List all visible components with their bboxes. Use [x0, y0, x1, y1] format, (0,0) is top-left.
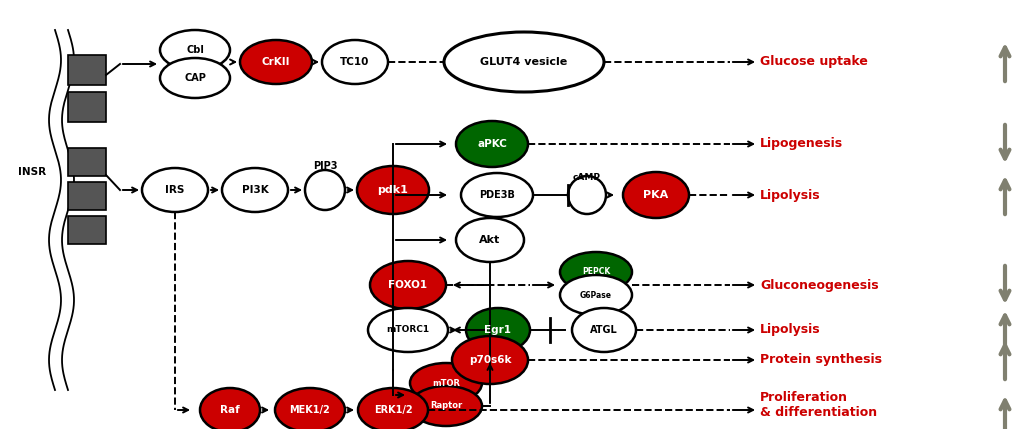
Bar [68, 55, 106, 85]
Ellipse shape [239, 40, 312, 84]
Text: Lipolysis: Lipolysis [759, 323, 820, 336]
Ellipse shape [358, 388, 428, 429]
Ellipse shape [455, 121, 528, 167]
Text: mTORC1: mTORC1 [386, 326, 429, 335]
Text: Raf: Raf [220, 405, 239, 415]
Ellipse shape [142, 168, 208, 212]
Ellipse shape [572, 308, 636, 352]
Text: Lipogenesis: Lipogenesis [759, 138, 843, 151]
Text: Protein synthesis: Protein synthesis [759, 353, 881, 366]
Text: Gluconeogenesis: Gluconeogenesis [759, 278, 877, 291]
Ellipse shape [305, 170, 344, 210]
Text: Egr1: Egr1 [484, 325, 511, 335]
Text: p70s6k: p70s6k [469, 355, 511, 365]
Ellipse shape [275, 388, 344, 429]
Ellipse shape [461, 173, 533, 217]
Text: PI3K: PI3K [242, 185, 268, 195]
Bar [68, 182, 106, 210]
Text: CAP: CAP [183, 73, 206, 83]
Ellipse shape [160, 58, 229, 98]
Bar [68, 148, 106, 176]
Bar [68, 216, 106, 244]
Ellipse shape [368, 308, 447, 352]
Ellipse shape [568, 176, 605, 214]
Ellipse shape [160, 30, 229, 70]
Text: ERK1/2: ERK1/2 [373, 405, 412, 415]
Ellipse shape [559, 252, 632, 292]
Ellipse shape [370, 261, 445, 309]
Text: aPKC: aPKC [477, 139, 506, 149]
Ellipse shape [322, 40, 387, 84]
Ellipse shape [410, 363, 482, 403]
Ellipse shape [559, 275, 632, 315]
Text: PIP3: PIP3 [313, 161, 337, 171]
Ellipse shape [200, 388, 260, 429]
Ellipse shape [451, 336, 528, 384]
Ellipse shape [357, 166, 429, 214]
Ellipse shape [443, 32, 603, 92]
Text: Cbl: Cbl [185, 45, 204, 55]
Text: Akt: Akt [479, 235, 500, 245]
Text: Proliferation
& differentiation: Proliferation & differentiation [759, 391, 876, 419]
Ellipse shape [455, 218, 524, 262]
Text: G6Pase: G6Pase [580, 290, 611, 299]
Text: MEK1/2: MEK1/2 [289, 405, 330, 415]
Text: IRS: IRS [165, 185, 184, 195]
Text: Glucose uptake: Glucose uptake [759, 55, 867, 69]
Text: GLUT4 vesicle: GLUT4 vesicle [480, 57, 567, 67]
Ellipse shape [410, 386, 482, 426]
Text: PEPCK: PEPCK [581, 268, 609, 277]
Text: Raptor: Raptor [429, 402, 462, 411]
Ellipse shape [623, 172, 688, 218]
Text: FOXO1: FOXO1 [388, 280, 427, 290]
Text: ATGL: ATGL [590, 325, 618, 335]
Ellipse shape [466, 308, 530, 352]
Text: TC10: TC10 [340, 57, 369, 67]
Text: Lipolysis: Lipolysis [759, 188, 820, 202]
Text: PDE3B: PDE3B [479, 190, 515, 200]
Text: mTOR: mTOR [432, 378, 460, 387]
Bar [68, 92, 106, 122]
Text: cAMP: cAMP [573, 173, 600, 182]
Text: INSR: INSR [18, 167, 46, 177]
Text: CrKII: CrKII [262, 57, 290, 67]
Text: pdk1: pdk1 [377, 185, 408, 195]
Ellipse shape [222, 168, 287, 212]
Text: PKA: PKA [643, 190, 668, 200]
